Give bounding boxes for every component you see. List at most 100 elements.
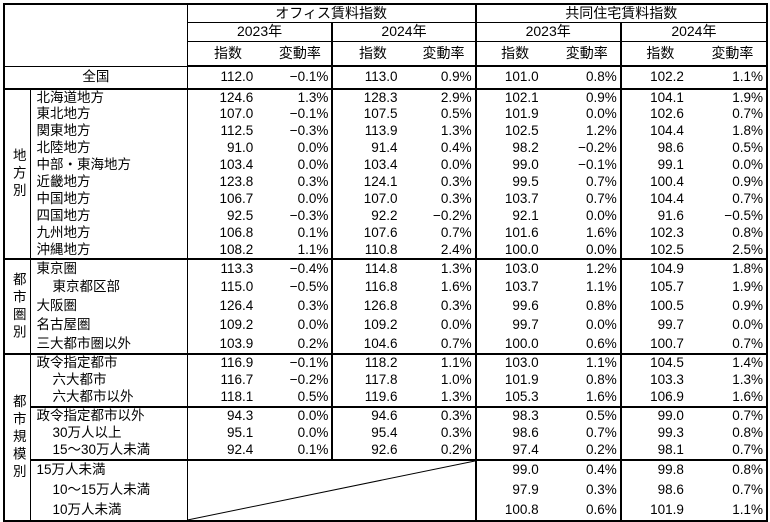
res-2023-rate-cell: 0.0%	[586, 242, 617, 257]
res-2023-index-cell: 103.0	[474, 258, 554, 278]
res-2023-index-cell: 103.7	[474, 278, 554, 297]
table-row: 10～15万人未満 97.9 0.3% 98.6 0.7%	[4, 480, 767, 501]
office-2024-index-cell: 92.6	[331, 442, 413, 461]
row-label: 名古屋圏	[36, 317, 91, 333]
res-2023-rate-cell: 0.6%	[586, 501, 617, 517]
res-2024-rate-cell: 1.6%	[732, 389, 763, 405]
office-2023-rate-cell: −0.3%	[289, 123, 329, 139]
office-2023-index-cell: 112.5	[186, 123, 269, 140]
office-2024-index-cell: 119.6	[331, 389, 413, 408]
table-header: オフィス賃料指数 共同住宅賃料指数 2023年 2024年 2023年 2024…	[4, 4, 767, 67]
row-label: 政令指定都市	[30, 353, 188, 372]
rate-column-header: 変動率	[268, 41, 333, 67]
res-2023-rate-cell: 0.6%	[586, 335, 617, 351]
office-2024-rate-cell: 1.3%	[440, 389, 472, 405]
res-2023-index-cell: 102.1	[474, 88, 554, 106]
res-2024-rate-cell: 1.1%	[732, 501, 763, 517]
res-2023-rate-cell: 0.2%	[586, 442, 617, 458]
row-label: 10～15万人未満	[52, 482, 151, 498]
office-2024-index-cell: 107.0	[331, 191, 413, 208]
header-title-row: オフィス賃料指数 共同住宅賃料指数	[4, 4, 767, 67]
res-2024-rate-cell: 1.8%	[732, 123, 763, 139]
office-2024-rate-cell: 1.0%	[440, 372, 472, 388]
office-2024-index-cell: 103.4	[331, 157, 413, 174]
office-2024-rate-cell: 1.6%	[440, 279, 472, 295]
office-2024-rate-cell: 0.0%	[440, 317, 472, 333]
office-2024-index-cell: 113.0	[331, 66, 413, 90]
res-2024-rate-cell: 0.9%	[732, 298, 763, 314]
res-2023-rate-cell: 0.7%	[586, 425, 617, 441]
res-2023-index-cell: 98.3	[474, 406, 554, 425]
office-2024-index-cell: 107.6	[331, 225, 413, 242]
office-2023-index-cell: 116.7	[186, 371, 269, 390]
rate-column-header: 変動率	[698, 41, 767, 67]
residential-index-header: 共同住宅賃料指数	[474, 4, 767, 23]
res-2023-index-cell: 99.5	[474, 174, 554, 191]
table-row: 九州地方 106.8 0.1% 107.6 0.7% 101.6 1.6% 102.3 0.8%	[4, 225, 767, 242]
rate-column-header: 変動率	[412, 41, 476, 67]
res-2024-rate-cell: 2.5%	[732, 242, 763, 257]
res-2024-index-cell: 106.9	[619, 389, 699, 408]
office-2023-rate-cell: −0.1%	[268, 66, 333, 90]
res-2023-rate-cell: −0.1%	[578, 157, 617, 173]
office-2023-index-cell: 94.3	[186, 406, 269, 425]
res-2024-index-cell: 102.6	[619, 106, 699, 123]
index-column-header: 指数	[186, 41, 269, 67]
res-2024-index-cell: 102.3	[619, 225, 699, 242]
office-2023-rate-cell: 0.1%	[297, 225, 329, 241]
res-2023-index-cell: 101.6	[474, 225, 554, 242]
row-label: 大阪圏	[36, 298, 78, 314]
office-2024-index-cell: 116.8	[331, 278, 413, 297]
res-2023-rate-cell: 0.9%	[553, 88, 621, 106]
row-label: 政令指定都市以外	[30, 406, 188, 425]
res-2023-index-cell: 92.1	[474, 208, 554, 225]
office-2023-index-cell: 92.4	[186, 442, 269, 461]
res-2023-rate-cell: 1.1%	[553, 353, 621, 372]
office-2023-rate-cell: 1.1%	[297, 242, 329, 257]
group-label-region: 地方別	[4, 88, 31, 259]
row-label: 四国地方	[36, 208, 91, 224]
office-2023-index-cell: 95.1	[186, 424, 269, 443]
res-2023-index-cell: 100.8	[474, 500, 554, 522]
res-2024-rate-cell: 0.8%	[698, 459, 767, 481]
office-2024-index-cell: 114.8	[331, 258, 413, 278]
office-2023-rate-cell: −0.4%	[268, 258, 333, 278]
office-2024-rate-cell: 1.3%	[412, 258, 476, 278]
office-2023-rate-cell: 0.1%	[297, 442, 329, 458]
office-2023-rate-cell: 1.3%	[268, 88, 333, 106]
office-2023-rate-cell: −0.3%	[289, 208, 329, 224]
res-2024-rate-cell: 1.9%	[732, 279, 763, 295]
row-label: 全国	[4, 66, 188, 90]
res-2023-rate-cell: 0.0%	[586, 106, 617, 122]
row-label: 東京圏	[30, 258, 188, 278]
table-row: 北陸地方 91.0 0.0% 91.4 0.4% 98.2 −0.2% 98.6 0.5%	[4, 140, 767, 157]
res-2024-rate-cell: 1.9%	[698, 88, 767, 106]
res-2024-index-cell: 105.7	[619, 278, 699, 297]
office-2024-index-cell: 118.2	[331, 353, 413, 372]
res-2023-rate-cell: 0.8%	[586, 372, 617, 388]
office-2023-rate-cell: 0.0%	[297, 317, 329, 333]
row-label: 三大都市圏以外	[36, 335, 132, 351]
office-2024-rate-cell: 0.3%	[412, 406, 476, 425]
res-2024-index-cell: 104.5	[619, 353, 699, 372]
res-2023-index-cell: 103.7	[474, 191, 554, 208]
office-2024-index-cell: 94.6	[331, 406, 413, 425]
office-2024-rate-cell: 1.3%	[440, 123, 472, 139]
res-2024-rate-cell: 1.8%	[698, 258, 767, 278]
row-label: 15万人未満	[30, 459, 188, 481]
res-2024-index-cell: 98.6	[619, 140, 699, 157]
residential-year-2024-header: 2024年	[619, 22, 767, 42]
row-label: 北陸地方	[36, 140, 91, 156]
office-2024-rate-cell: 0.3%	[440, 425, 472, 441]
res-2024-rate-cell: 0.7%	[732, 482, 763, 498]
res-2024-index-cell: 104.4	[619, 123, 699, 140]
res-2024-index-cell: 100.7	[619, 335, 699, 354]
row-label: 中国地方	[36, 191, 91, 207]
res-2023-index-cell: 105.3	[474, 389, 554, 408]
office-2023-index-cell: 106.8	[186, 225, 269, 242]
office-2023-index-cell: 107.0	[186, 106, 269, 123]
res-2024-rate-cell: 0.0%	[732, 157, 763, 173]
group-label-city-size: 都市規模別	[4, 352, 31, 522]
res-2023-rate-cell: 1.2%	[586, 123, 617, 139]
office-2024-rate-cell: 0.3%	[440, 174, 472, 190]
